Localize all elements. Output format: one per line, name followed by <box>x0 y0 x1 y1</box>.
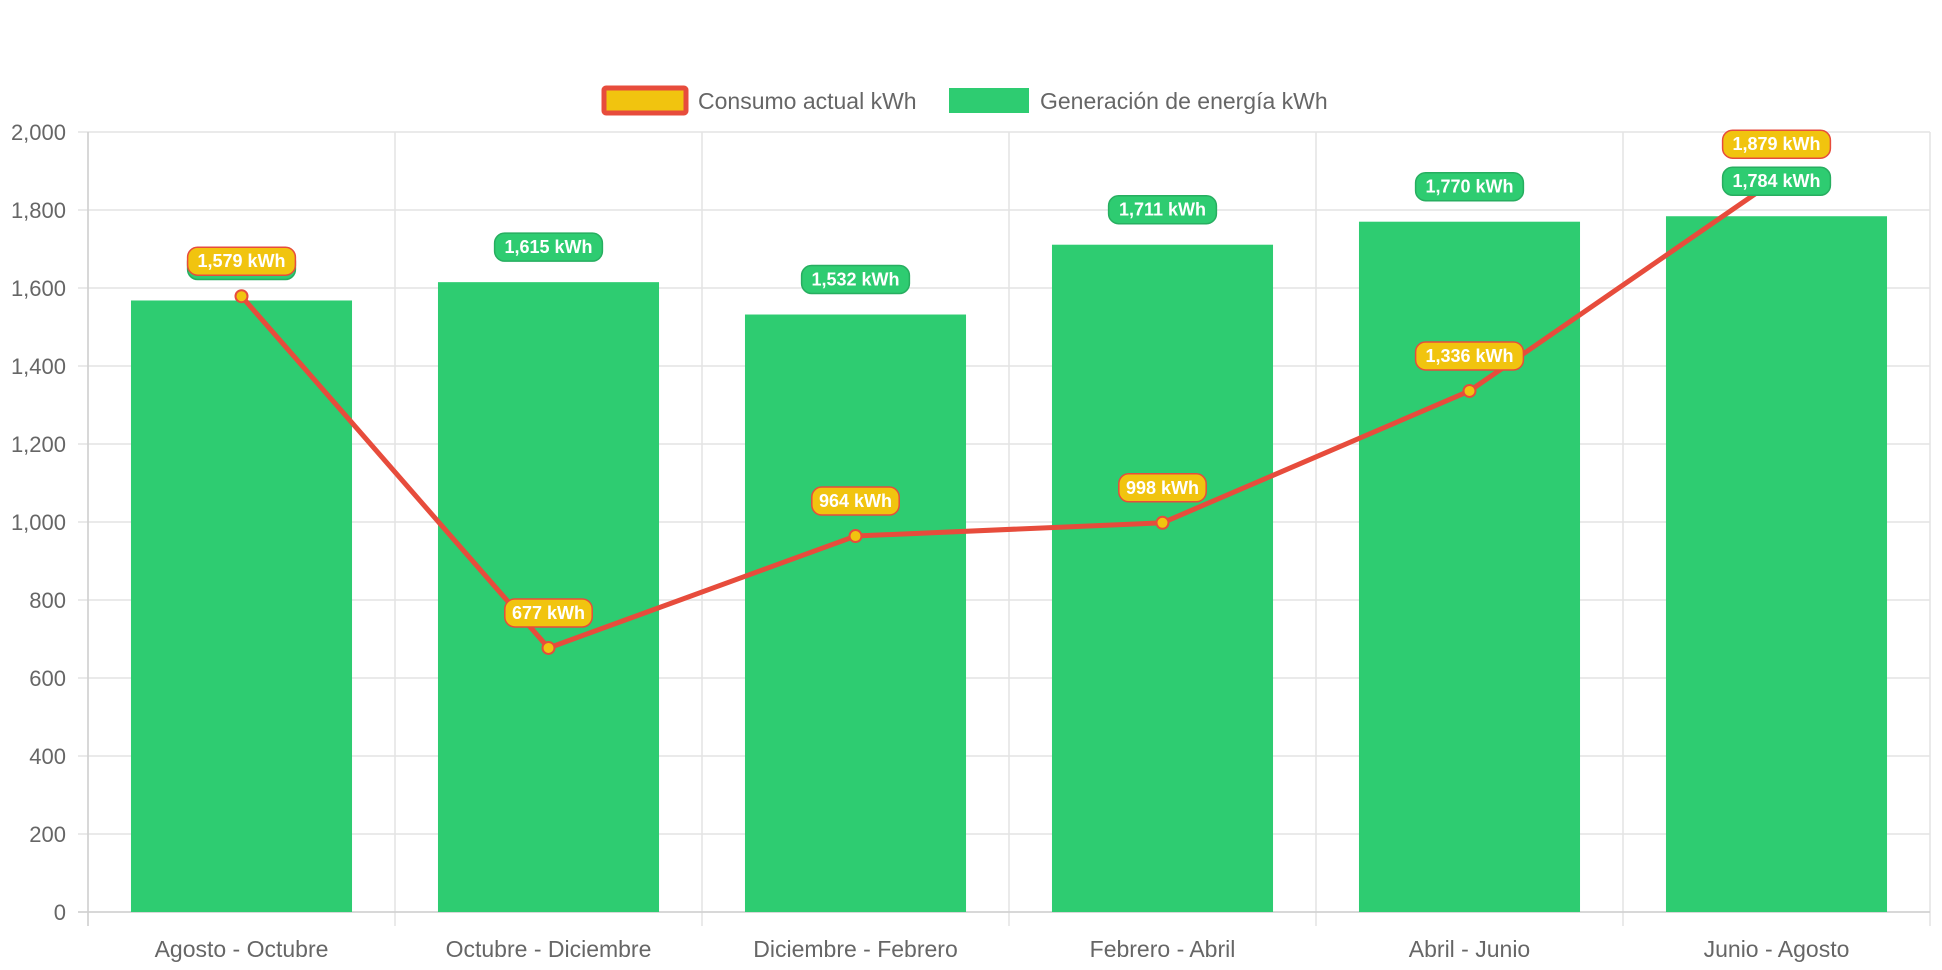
bar-data-label-box <box>1107 194 1218 225</box>
y-tick-label: 1,200 <box>11 432 66 457</box>
line-data-label-box <box>1721 129 1832 159</box>
bar-data-label-box <box>1721 166 1832 196</box>
y-tick-label: 600 <box>29 666 66 691</box>
x-tick-label: Agosto - Octubre <box>155 936 329 962</box>
bar <box>130 300 353 913</box>
consumo-point <box>541 640 556 655</box>
bar-data-label: 1,532 kWh <box>811 270 899 290</box>
legend-item-generacion[interactable]: Generación de energía kWh <box>949 88 1328 114</box>
y-tick-label: 0 <box>54 900 66 925</box>
line-data-label: 1,579 kWh <box>197 251 285 271</box>
y-tick-label: 1,800 <box>11 198 66 223</box>
x-tick-label: Diciembre - Febrero <box>753 936 958 962</box>
line-data-label: 1,879 kWh <box>1732 134 1820 154</box>
y-tick-label: 400 <box>29 744 66 769</box>
legend-item-consumo[interactable]: Consumo actual kWh <box>601 85 917 116</box>
y-tick-label: 800 <box>29 588 66 613</box>
consumo-point <box>848 529 863 544</box>
bar-data-label-box <box>800 264 911 295</box>
bar <box>1358 221 1581 912</box>
bar <box>1665 216 1888 913</box>
bar <box>744 314 967 912</box>
x-tick-label: Octubre - Diciembre <box>446 936 652 962</box>
line-data-label-box <box>811 486 900 516</box>
bar-data-label: 1,711 kWh <box>1119 200 1206 220</box>
y-tick-label: 1,000 <box>11 510 66 535</box>
y-tick-label: 200 <box>29 822 66 847</box>
bar <box>1051 244 1274 912</box>
consumo-point <box>234 289 249 304</box>
y-axis: 0 200 400 600 800 1,000 1,200 1,400 1,600 1,800 2,… <box>11 120 1930 926</box>
x-axis: Agosto - Octubre Octubre - Diciembre Dicie… <box>155 936 1850 962</box>
line-data-label: 998 kWh <box>1126 478 1199 498</box>
x-tick-label: Junio - Agosto <box>1704 936 1850 962</box>
y-tick-label: 1,600 <box>11 276 66 301</box>
line-data-labels: 1,579 kWh 677 kWh 964 kWh 998 kWh 1,336 kWh 1… <box>186 129 1832 628</box>
consumo-point <box>1462 383 1477 398</box>
line-data-label: 677 kWh <box>512 603 585 623</box>
line-data-label-box <box>1414 341 1525 371</box>
legend-swatch-consumo <box>601 85 689 116</box>
line-data-label-box <box>504 598 593 628</box>
bar-data-label: 1,770 kWh <box>1425 177 1513 197</box>
bar-data-label: 1,784 kWh <box>1732 171 1820 191</box>
consumo-point <box>1155 515 1170 530</box>
bar-data-label: 1,615 kWh <box>504 237 592 257</box>
line-data-label-box <box>186 246 297 276</box>
bar-data-label-box <box>1414 171 1525 202</box>
x-tick-label: Abril - Junio <box>1409 936 1530 962</box>
legend-label-generacion: Generación de energía kWh <box>1040 88 1328 114</box>
line-data-label: 1,336 kWh <box>1425 346 1513 366</box>
legend[interactable]: Consumo actual kWh Generación de energía… <box>601 85 1328 116</box>
y-tick-label: 2,000 <box>11 120 66 145</box>
line-data-label: 964 kWh <box>819 491 892 511</box>
y-tick-label: 1,400 <box>11 354 66 379</box>
bar <box>437 282 660 912</box>
x-tick-label: Febrero - Abril <box>1090 936 1236 962</box>
line-data-label-box <box>1118 473 1207 503</box>
legend-label-consumo: Consumo actual kWh <box>698 88 917 114</box>
bar-data-label-box <box>493 232 604 262</box>
legend-swatch-generacion <box>949 88 1029 113</box>
bar-series-generacion <box>130 216 1888 913</box>
